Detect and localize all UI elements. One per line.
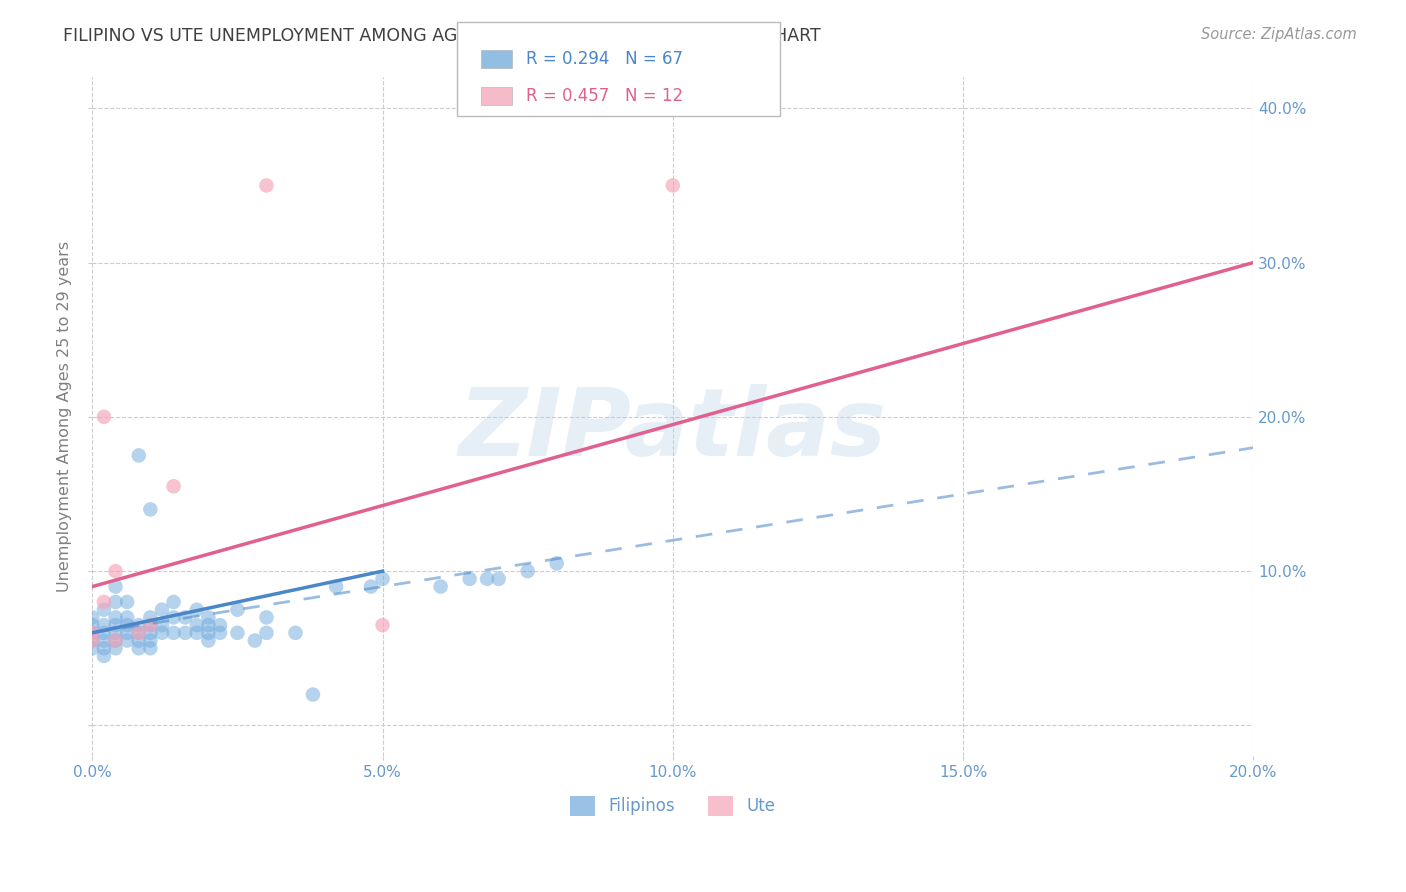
Text: FILIPINO VS UTE UNEMPLOYMENT AMONG AGES 25 TO 29 YEARS CORRELATION CHART: FILIPINO VS UTE UNEMPLOYMENT AMONG AGES … bbox=[63, 27, 821, 45]
Point bbox=[256, 625, 278, 640]
Point bbox=[115, 625, 138, 640]
Point bbox=[186, 603, 208, 617]
Point bbox=[115, 618, 138, 632]
Point bbox=[82, 625, 104, 640]
Point bbox=[128, 633, 150, 648]
Point bbox=[115, 633, 138, 648]
Point bbox=[197, 625, 219, 640]
Text: R = 0.294   N = 67: R = 0.294 N = 67 bbox=[526, 50, 683, 68]
Point bbox=[516, 564, 538, 578]
Point bbox=[104, 633, 127, 648]
Point bbox=[302, 688, 325, 702]
Point bbox=[162, 625, 184, 640]
Point bbox=[174, 610, 197, 624]
Point bbox=[139, 618, 162, 632]
Y-axis label: Unemployment Among Ages 25 to 29 years: Unemployment Among Ages 25 to 29 years bbox=[58, 242, 72, 592]
Point bbox=[139, 618, 162, 632]
Point bbox=[139, 625, 162, 640]
Point bbox=[93, 409, 115, 424]
Legend: Filipinos, Ute: Filipinos, Ute bbox=[564, 789, 782, 822]
Point bbox=[82, 641, 104, 656]
Point bbox=[256, 178, 278, 193]
Point bbox=[93, 603, 115, 617]
Point bbox=[197, 610, 219, 624]
Point bbox=[546, 557, 568, 571]
Point bbox=[197, 633, 219, 648]
Point bbox=[93, 648, 115, 663]
Point bbox=[150, 618, 173, 632]
Point bbox=[256, 610, 278, 624]
Point bbox=[186, 618, 208, 632]
Text: ZIPatlas: ZIPatlas bbox=[458, 384, 887, 476]
Point bbox=[139, 633, 162, 648]
Point bbox=[128, 618, 150, 632]
Point bbox=[82, 633, 104, 648]
Point bbox=[475, 572, 498, 586]
Point bbox=[284, 625, 307, 640]
Point bbox=[197, 618, 219, 632]
Point bbox=[186, 625, 208, 640]
Point bbox=[208, 625, 231, 640]
Point bbox=[162, 595, 184, 609]
Point bbox=[371, 572, 394, 586]
Point bbox=[93, 641, 115, 656]
Point bbox=[104, 610, 127, 624]
Point bbox=[104, 595, 127, 609]
Point bbox=[82, 618, 104, 632]
Point bbox=[662, 178, 685, 193]
Point bbox=[174, 625, 197, 640]
Point bbox=[139, 610, 162, 624]
Point bbox=[150, 625, 173, 640]
Point bbox=[150, 603, 173, 617]
Point bbox=[162, 479, 184, 493]
Point bbox=[360, 580, 382, 594]
Point bbox=[104, 564, 127, 578]
Point bbox=[458, 572, 481, 586]
Point bbox=[325, 580, 347, 594]
Point bbox=[226, 625, 249, 640]
Point bbox=[128, 625, 150, 640]
Point bbox=[128, 641, 150, 656]
Point bbox=[93, 618, 115, 632]
Point bbox=[429, 580, 451, 594]
Point bbox=[371, 618, 394, 632]
Point bbox=[104, 641, 127, 656]
Point bbox=[82, 610, 104, 624]
Point bbox=[226, 603, 249, 617]
Point bbox=[115, 610, 138, 624]
Point bbox=[104, 618, 127, 632]
Text: R = 0.457   N = 12: R = 0.457 N = 12 bbox=[526, 87, 683, 105]
Point bbox=[128, 625, 150, 640]
Point bbox=[115, 595, 138, 609]
Point bbox=[208, 618, 231, 632]
Point bbox=[82, 625, 104, 640]
Point bbox=[139, 641, 162, 656]
Point bbox=[104, 625, 127, 640]
Point bbox=[104, 580, 127, 594]
Text: Source: ZipAtlas.com: Source: ZipAtlas.com bbox=[1201, 27, 1357, 42]
Point bbox=[93, 633, 115, 648]
Point bbox=[82, 633, 104, 648]
Point bbox=[93, 595, 115, 609]
Point bbox=[243, 633, 266, 648]
Point bbox=[139, 502, 162, 516]
Point bbox=[128, 449, 150, 463]
Point bbox=[104, 633, 127, 648]
Point bbox=[488, 572, 510, 586]
Point bbox=[93, 625, 115, 640]
Point bbox=[162, 610, 184, 624]
